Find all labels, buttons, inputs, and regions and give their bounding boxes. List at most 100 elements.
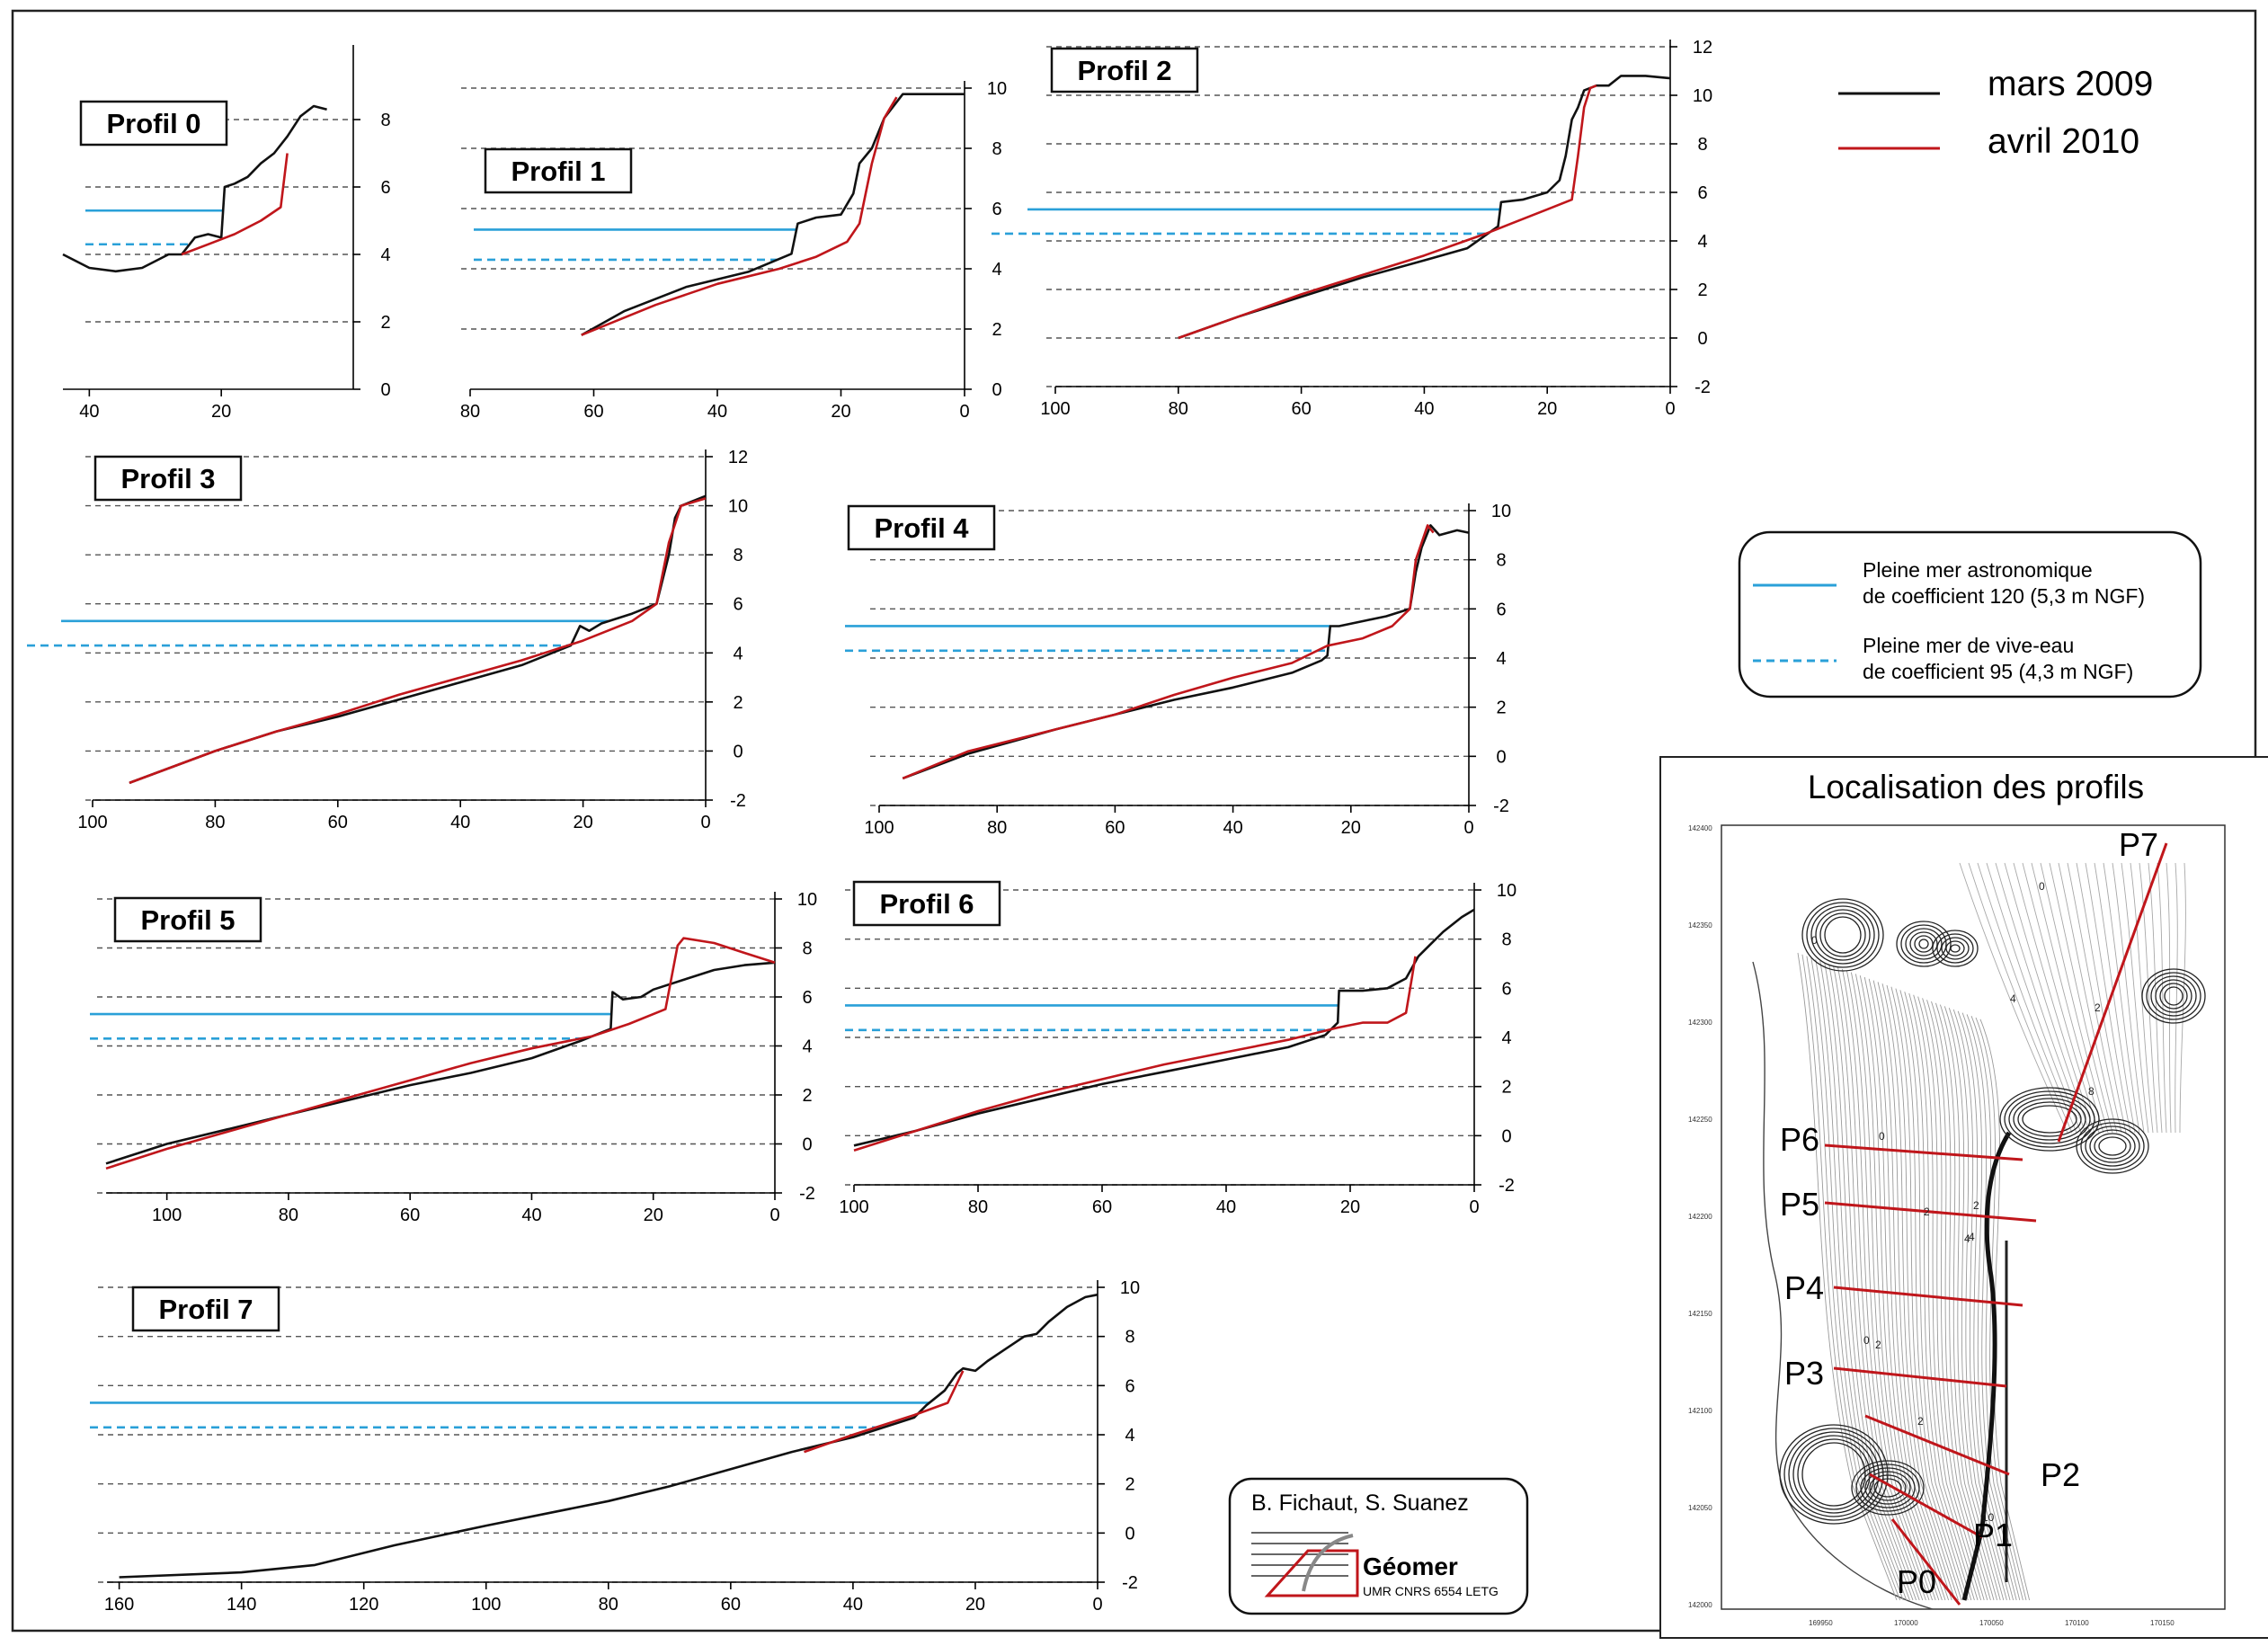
x-tick-label: 20 [1341,818,1361,838]
series-line-mars-2009 [581,93,965,336]
y-tick-label: 2 [1501,1078,1511,1098]
map-contour-label: 0 [2039,880,2045,893]
series-line-avril-2010 [853,956,1417,1152]
y-tick-label: 6 [802,988,812,1008]
x-tick-label: 60 [400,1206,420,1225]
x-tick-label: 40 [1223,818,1242,838]
profile-chart-5: -2 0 2 4 6 8 10 100 80 60 40 20 0 Profil 5 [90,890,817,1225]
profile-title: Profil 7 [158,1294,253,1325]
series-line-avril-2010 [1178,84,1597,340]
location-map-title: Localisation des profils [1808,769,2144,805]
legend-label-2009: mars 2009 [1988,65,2153,103]
profile-title: Profil 4 [874,512,969,544]
series-line-avril-2010 [181,153,289,256]
profile-title-box [852,880,1001,927]
x-tick-label: 40 [843,1595,863,1615]
y-tick-label: 10 [987,79,1007,99]
map-profile-label: P3 [1784,1355,1824,1392]
y-tick-label: -2 [1499,1176,1515,1196]
series-line-mars-2009 [62,104,327,273]
x-tick-label: 100 [864,818,894,838]
map-y-tick-label: 142300 [1688,1019,1712,1027]
map-contour-label: 0 [1879,1130,1885,1143]
y-tick-label: 4 [1501,1028,1511,1048]
x-tick-label: 100 [1040,399,1070,419]
map-contour-label: 4 [1964,1232,1970,1245]
y-tick-label: 4 [1697,232,1707,252]
y-tick-label: 0 [1496,747,1506,767]
legend-spring-line1: Pleine mer de vive-eau [1863,634,2074,657]
location-map-plot [1721,824,2226,1610]
map-profile-line-4 [1833,1286,2023,1307]
profile-chart-1: 0 2 4 6 8 10 80 60 40 20 0 Profil 1 [460,79,1007,422]
map-y-tick-label: 142350 [1688,921,1712,930]
y-tick-label: 10 [1491,502,1511,521]
x-tick-label: 20 [211,402,231,422]
y-tick-label: 0 [733,742,743,761]
x-tick-label: 100 [77,813,107,832]
map-x-tick-label: 170150 [2150,1619,2175,1627]
x-tick-label: 40 [707,402,727,422]
x-tick-label: 100 [152,1206,182,1225]
y-tick-label: 4 [1125,1426,1134,1446]
y-tick-label: 6 [1496,600,1506,619]
location-map-frame [1659,756,2268,1639]
x-tick-label: 20 [1340,1197,1360,1217]
y-tick-label: 0 [1125,1524,1134,1544]
y-tick-label: 8 [1496,551,1506,571]
map-contour-label: 0 [1811,934,1818,947]
y-tick-label: 4 [380,245,390,265]
y-tick-label: 0 [1501,1126,1511,1146]
y-tick-label: 0 [802,1135,812,1155]
credits-authors: B. Fichaut, S. Suanez [1251,1490,1469,1516]
x-tick-label: 40 [79,402,99,422]
x-tick-label: 40 [521,1206,541,1225]
y-tick-label: 2 [1697,280,1707,300]
profile-title-box [113,896,262,943]
profile-title-box [131,1286,280,1332]
map-contour-label: 2 [1924,1206,1930,1218]
map-contour-label: 8 [2088,1085,2095,1098]
y-tick-label: 6 [1697,183,1707,203]
map-contour-label: 4 [1969,1231,1975,1243]
x-tick-label: 20 [831,402,850,422]
profile-title-box [93,455,243,502]
x-tick-label: 20 [573,813,592,832]
map-x-tick-label: 170100 [2065,1619,2089,1627]
x-tick-label: 80 [460,402,480,422]
map-y-tick-label: 142000 [1688,1601,1712,1609]
x-tick-label: 0 [1463,818,1473,838]
y-tick-label: 4 [733,644,743,663]
profile-title: Profil 1 [511,156,605,187]
map-profile-label: P1 [1973,1517,2013,1553]
x-tick-label: 100 [839,1197,868,1217]
series-line-mars-2009 [105,961,776,1165]
series-line-mars-2009 [119,1293,1098,1579]
profile-title: Profil 2 [1077,55,1171,86]
profile-title-box [484,147,633,194]
map-profile-line-2 [1864,1414,2010,1476]
y-tick-label: 2 [1125,1475,1134,1495]
x-tick-label: 120 [349,1595,378,1615]
x-tick-label: 20 [644,1206,663,1225]
y-tick-label: -2 [1493,796,1509,816]
map-profile-line-3 [1833,1366,2007,1388]
y-tick-label: 0 [992,380,1001,400]
profile-title-box [847,504,996,551]
x-tick-label: 60 [1105,818,1125,838]
x-tick-label: 0 [959,402,969,422]
map-y-tick-label: 142050 [1688,1504,1712,1512]
profile-chart-7: -2 0 2 4 6 8 10 160 140 120 100 80 60 40 20 0 Profil 7 [90,1278,1140,1615]
profile-title-box [1050,47,1199,93]
y-tick-label: 4 [1496,649,1506,669]
profile-chart-3: -2 0 2 4 6 8 10 12 100 80 60 40 20 0 Profil 3 [27,448,748,832]
series-line-avril-2010 [129,497,707,785]
series-legend: mars 2009 avril 2010 [1838,65,2153,161]
x-tick-label: 60 [1092,1197,1112,1217]
x-tick-label: 160 [104,1595,134,1615]
y-tick-label: 12 [728,448,748,467]
map-y-tick-label: 142100 [1688,1407,1712,1415]
profile-chart-0: 0 2 4 6 8 40 20 Profil 0 [62,45,391,422]
